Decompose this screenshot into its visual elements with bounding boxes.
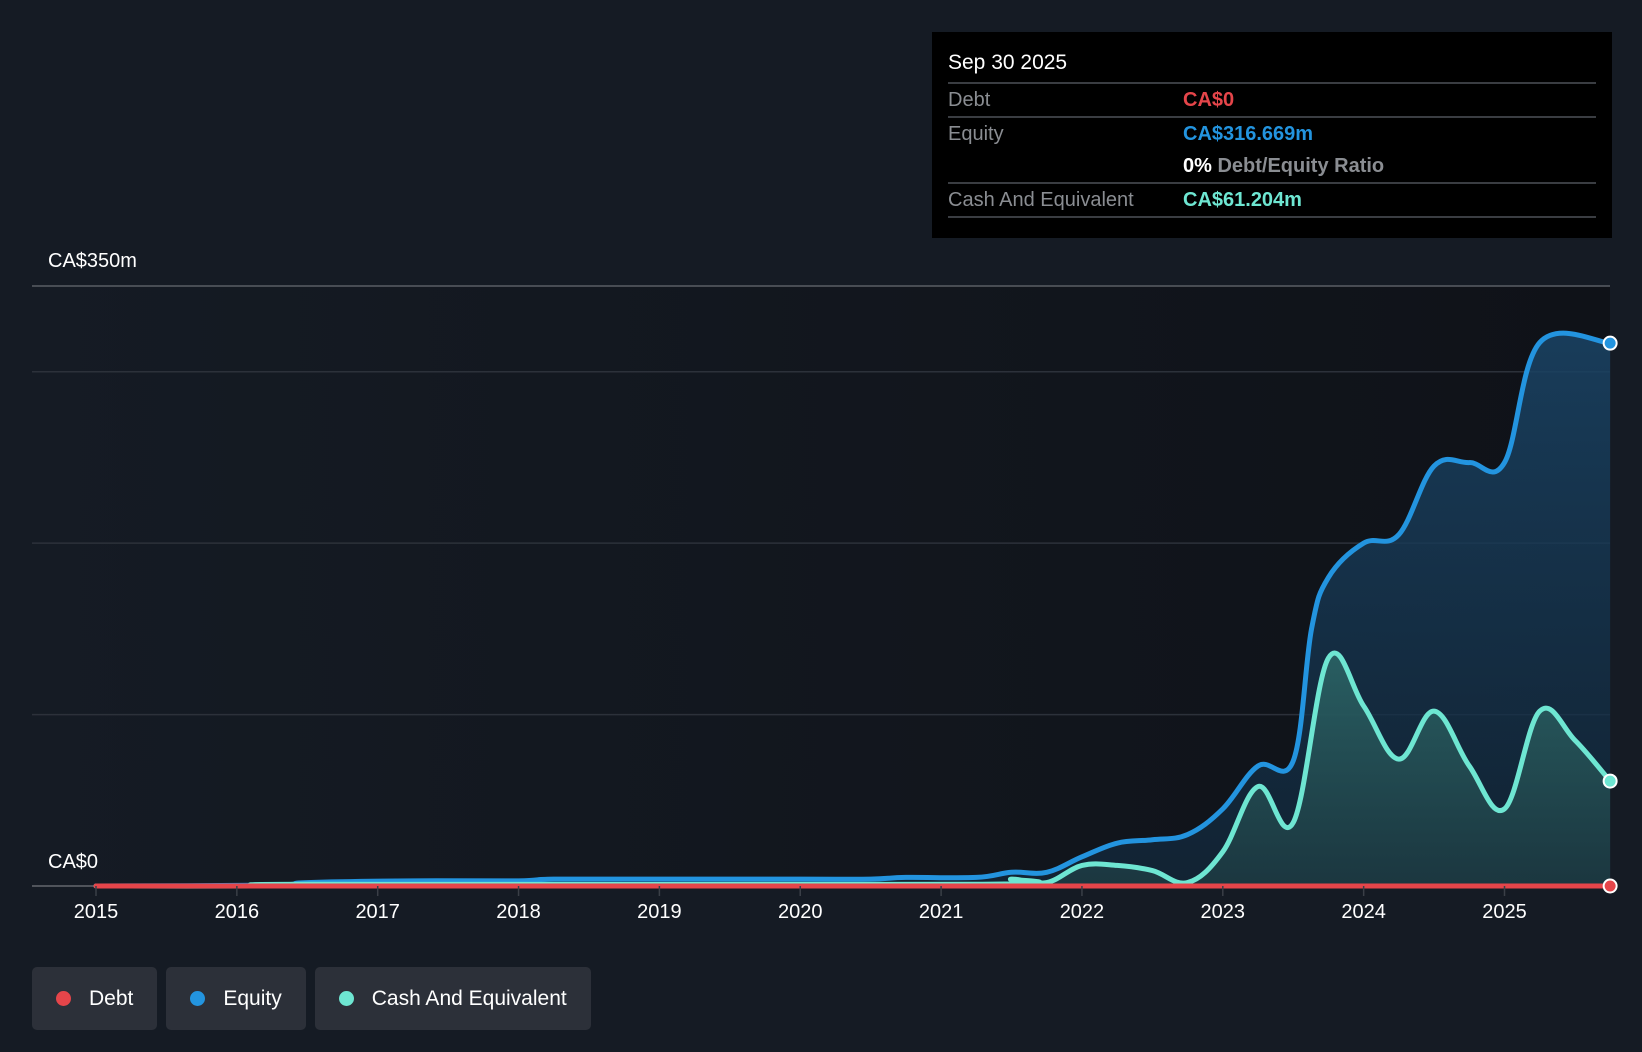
cash-dot-icon [338, 991, 354, 1006]
x-tick-label: 2023 [1200, 901, 1246, 923]
tooltip-debt-value: CA$0 [1183, 89, 1235, 111]
equity-dot-icon [190, 991, 206, 1006]
tooltip-equity-label: Equity [948, 123, 1004, 145]
legend-label: Debt [89, 986, 134, 1010]
cash-and-equivalent-end-marker [1602, 773, 1618, 789]
x-tick-label: 2015 [73, 901, 119, 923]
x-tick-label: 2016 [214, 901, 260, 923]
tooltip-equity-value: CA$316.669m [1183, 123, 1314, 145]
x-tick-label: 2025 [1482, 901, 1527, 923]
x-tick-label: 2020 [778, 901, 823, 923]
x-tick-label: 2019 [637, 901, 682, 923]
tooltip-cash-label: Cash And Equivalent [948, 189, 1134, 211]
y-tick-label-top: CA$350m [48, 250, 137, 272]
x-tick-label: 2022 [1059, 901, 1105, 923]
tooltip-date: Sep 30 2025 [948, 46, 1596, 84]
x-tick-label: 2024 [1341, 901, 1386, 923]
legend-item-equity[interactable]: Equity [166, 967, 306, 1030]
x-tick-label: 2017 [355, 901, 400, 923]
equity-end-marker [1602, 335, 1618, 351]
debt-end-marker [1602, 878, 1618, 894]
debt-dot-icon [56, 991, 71, 1006]
x-tick-label: 2018 [496, 901, 541, 923]
tooltip: Sep 30 2025 Debt CA$0 Equity CA$316.669m 0… [932, 32, 1612, 238]
equity-line [93, 330, 1613, 889]
legend: Debt Equity Cash And Equivalent [32, 967, 591, 1030]
tooltip-ratio-label: Debt/Equity Ratio [1217, 155, 1385, 177]
tooltip-debt-label: Debt [948, 89, 991, 111]
legend-label: Cash And Equivalent [371, 986, 567, 1010]
tooltip-ratio-value: 0% [1183, 155, 1212, 177]
y-tick-label-zero: CA$0 [48, 851, 99, 873]
x-tick-label: 2021 [918, 901, 964, 923]
legend-label: Equity [223, 986, 282, 1010]
legend-item-cash[interactable]: Cash And Equivalent [314, 967, 591, 1030]
legend-item-debt[interactable]: Debt [32, 967, 158, 1030]
tooltip-cash-value: CA$61.204m [1183, 189, 1302, 211]
